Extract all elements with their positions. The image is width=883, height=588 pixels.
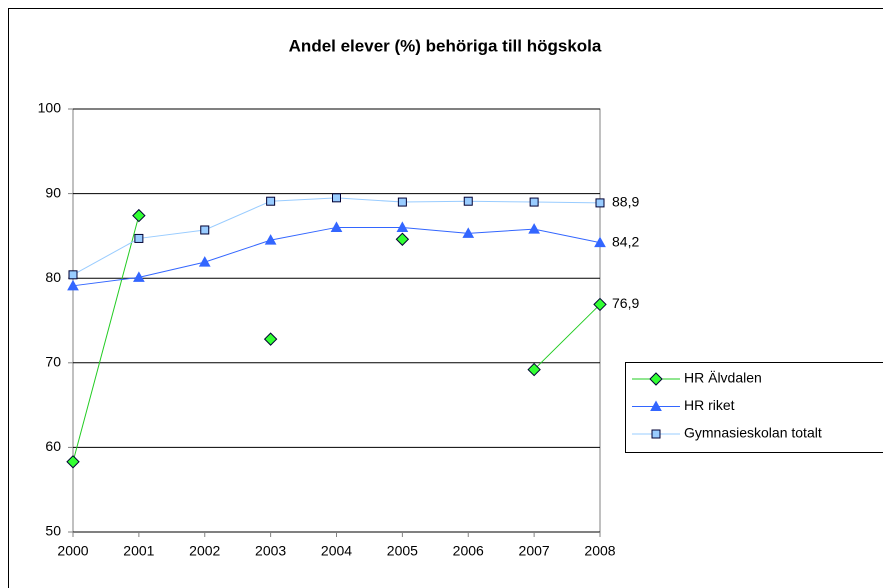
marker — [332, 193, 341, 203]
x-tick-label: 2003 — [255, 543, 286, 559]
marker — [527, 362, 541, 377]
marker — [593, 297, 607, 312]
y-tick-label: 80 — [45, 269, 61, 285]
marker — [463, 196, 473, 206]
legend-label: HR riket — [684, 397, 735, 413]
y-tick-label: 50 — [45, 523, 61, 539]
x-tick-label: 2005 — [387, 543, 418, 559]
x-tick-label: 2000 — [57, 543, 88, 559]
data-label: 76,9 — [612, 295, 639, 311]
x-tick-label: 2006 — [453, 543, 484, 559]
legend — [625, 362, 883, 453]
marker — [595, 198, 605, 208]
y-tick-label: 60 — [45, 438, 61, 454]
y-tick-label: 90 — [45, 184, 61, 200]
marker — [67, 279, 79, 291]
marker — [133, 271, 145, 282]
series-line — [72, 215, 601, 462]
marker — [397, 197, 407, 207]
plot-area — [72, 108, 601, 533]
y-tick-label: 100 — [38, 100, 62, 116]
x-tick-label: 2004 — [321, 543, 352, 559]
x-tick-label: 2008 — [584, 543, 615, 559]
marker — [66, 455, 80, 469]
data-label: 84,2 — [612, 233, 639, 249]
marker — [649, 372, 663, 386]
marker — [395, 232, 410, 246]
marker — [200, 225, 210, 235]
x-tick-label: 2002 — [189, 543, 220, 559]
marker — [266, 196, 276, 206]
marker — [529, 197, 539, 207]
marker — [650, 400, 662, 411]
y-tick-label: 70 — [45, 354, 61, 370]
data-label: 88,9 — [612, 194, 639, 210]
marker — [132, 208, 146, 223]
marker — [263, 332, 278, 346]
marker — [264, 234, 277, 245]
marker — [594, 236, 606, 248]
x-tick-label: 2007 — [519, 543, 550, 559]
legend-label: HR Älvdalen — [684, 370, 762, 386]
marker — [134, 233, 144, 243]
marker — [68, 270, 78, 280]
marker — [651, 429, 661, 439]
x-tick-label: 2001 — [123, 543, 154, 559]
marker — [198, 256, 211, 267]
chart-title: Andel elever (%) behöriga till högskola — [289, 36, 602, 55]
marker — [528, 223, 540, 234]
legend-label: Gymnasieskolan totalt — [684, 425, 822, 441]
marker — [396, 221, 409, 232]
marker — [462, 227, 475, 238]
marker — [330, 221, 343, 232]
